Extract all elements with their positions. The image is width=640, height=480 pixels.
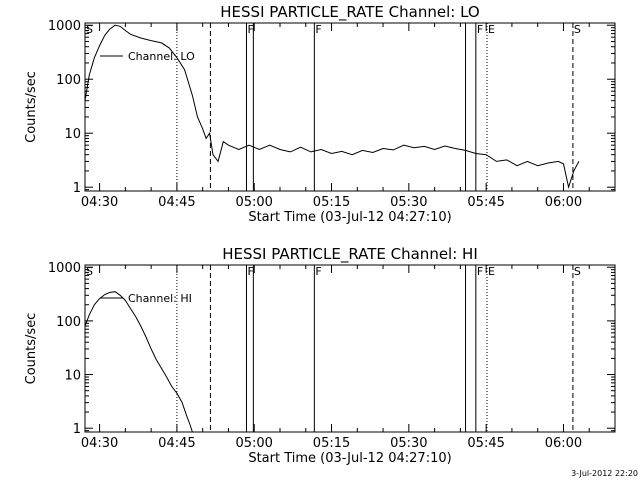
- event-marker: S: [574, 265, 581, 278]
- legend-label: Channel: HI: [128, 292, 192, 305]
- x-tick-label: 04:45: [158, 436, 195, 451]
- event-marker: E: [488, 23, 495, 36]
- x-tick-label: 05:15: [313, 195, 350, 210]
- x-tick-label: 04:30: [81, 436, 118, 451]
- y-tick-label: 10: [64, 369, 81, 384]
- x-tick-label: 05:30: [390, 436, 427, 451]
- x-tick-label: 06:00: [545, 195, 582, 210]
- event-marker: F: [247, 265, 253, 278]
- y-tick-label: 100: [56, 315, 81, 330]
- x-tick-label: 05:45: [467, 436, 504, 451]
- y-tick-label: 1000: [48, 261, 81, 276]
- event-marker: F: [247, 23, 253, 36]
- chart-title: HESSI PARTICLE_RATE Channel: LO: [220, 3, 479, 22]
- x-tick-label: 06:00: [545, 436, 582, 451]
- footer-stamp: 3-Jul-2012 22:20: [571, 469, 638, 478]
- plot-frame: [84, 22, 616, 192]
- hi-channel-chart: HESSI PARTICLE_RATE Channel: HIS F F F E SCha…: [24, 245, 616, 466]
- event-marker: S: [86, 265, 93, 278]
- x-tick-label: 04:30: [81, 195, 118, 210]
- x-axis-label: Start Time (03-Jul-12 04:27:10): [248, 210, 451, 225]
- x-tick-label: 05:45: [467, 195, 504, 210]
- y-tick-label: 100: [56, 73, 81, 88]
- y-axis-label: Counts/sec: [24, 313, 39, 385]
- event-marker: F: [315, 23, 321, 36]
- x-tick-label: 05:15: [313, 436, 350, 451]
- event-marker: F: [315, 265, 321, 278]
- x-tick-label: 05:00: [235, 436, 272, 451]
- series-line: [84, 291, 193, 433]
- y-tick-label: 1: [73, 422, 81, 437]
- lo-channel-chart: HESSI PARTICLE_RATE Channel: LOS F F F E SCha…: [24, 3, 616, 225]
- x-tick-label: 04:45: [158, 195, 195, 210]
- event-marker: S: [86, 23, 93, 36]
- y-tick-label: 1000: [48, 19, 81, 34]
- x-axis-label: Start Time (03-Jul-12 04:27:10): [248, 451, 451, 466]
- chart-title: HESSI PARTICLE_RATE Channel: HI: [222, 245, 478, 264]
- series-line: [84, 24, 580, 190]
- x-tick-label: 05:00: [235, 195, 272, 210]
- plot-frame: [84, 264, 616, 433]
- event-marker: F: [477, 265, 483, 278]
- event-marker: S: [574, 23, 581, 36]
- legend-label: Channel: LO: [128, 50, 195, 63]
- y-tick-label: 1: [73, 181, 81, 196]
- event-marker: E: [488, 265, 495, 278]
- x-tick-label: 05:30: [390, 195, 427, 210]
- y-tick-label: 10: [64, 127, 81, 142]
- event-marker: F: [477, 23, 483, 36]
- y-axis-label: Counts/sec: [24, 71, 39, 143]
